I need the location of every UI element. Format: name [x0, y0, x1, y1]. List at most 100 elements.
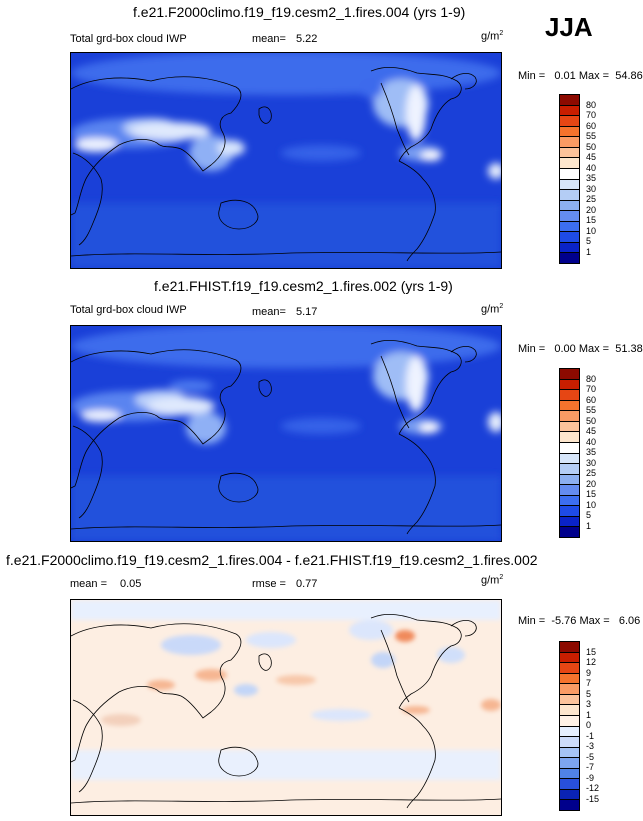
panel2-mean-label: mean= — [252, 306, 286, 318]
colorbar-swatch — [560, 379, 579, 391]
colorbar-swatch — [560, 694, 579, 706]
panel2-mean-value: 5.17 — [296, 306, 318, 318]
panel2-min-max: Min = 0.00 Max = 51.38 — [518, 343, 643, 355]
panel3-units: g/m2 — [481, 574, 504, 587]
colorbar-swatch — [560, 221, 579, 233]
colorbar-tick-label: 5 — [586, 688, 592, 699]
colorbar-swatch — [560, 126, 579, 138]
colorbar-tick-label: 12 — [586, 657, 597, 667]
colorbar-tick-label: 20 — [586, 204, 597, 215]
colorbar-swatch — [560, 673, 579, 685]
colorbar-tick-label: 50 — [586, 141, 597, 152]
colorbar-tick-label: 25 — [586, 194, 597, 204]
colorbar-swatch — [560, 421, 579, 433]
panel1-mean-label: mean= — [252, 33, 286, 45]
colorbar-swatch — [560, 652, 579, 664]
colorbar-swatch — [560, 400, 579, 412]
colorbar-swatch — [560, 432, 579, 443]
colorbar-tick-label: 35 — [586, 173, 597, 183]
panel3-mean-value: 0.05 — [120, 578, 142, 590]
colorbar-swatch — [560, 137, 579, 148]
colorbar-tick-label: 60 — [586, 394, 597, 405]
colorbar-swatch — [560, 242, 579, 254]
colorbar-tick-label: -15 — [586, 793, 600, 804]
colorbar-tick-label: 70 — [586, 110, 597, 120]
colorbar-tick-label: -12 — [586, 783, 600, 793]
panel2-title: f.e21.FHIST.f19_f19.cesm2_1.fires.002 (y… — [154, 278, 453, 294]
panel1-coastlines — [71, 67, 501, 262]
colorbar-tick-label: 1 — [586, 709, 592, 720]
colorbar-swatch — [560, 800, 579, 810]
colorbar-swatch — [560, 726, 579, 738]
colorbar-swatch — [560, 442, 579, 454]
colorbar-tick-label: 7 — [586, 678, 592, 688]
panel1-colorbar — [559, 94, 580, 264]
panel3-title: f.e21.F2000climo.f19_f19.cesm2_1.fires.0… — [6, 552, 538, 568]
colorbar-tick-label: 45 — [586, 152, 597, 162]
colorbar-swatch — [560, 485, 579, 496]
colorbar-tick-label: 25 — [586, 468, 597, 478]
colorbar-tick-label: 60 — [586, 120, 597, 131]
panel1-mean-value: 5.22 — [296, 33, 318, 45]
colorbar-swatch — [560, 495, 579, 507]
colorbar-tick-label: 5 — [586, 510, 592, 520]
colorbar-swatch — [560, 253, 579, 263]
colorbar-swatch — [560, 211, 579, 222]
colorbar-swatch — [560, 779, 579, 790]
panel2-coastlines — [71, 340, 501, 535]
panel3-colorbar — [559, 641, 580, 811]
colorbar-tick-label: 1 — [586, 246, 592, 257]
colorbar-tick-label: 35 — [586, 447, 597, 457]
colorbar-swatch — [560, 232, 579, 243]
colorbar-swatch — [560, 179, 579, 191]
colorbar-tick-label: 15 — [586, 489, 597, 499]
colorbar-tick-label: 0 — [586, 720, 592, 730]
colorbar-swatch — [560, 747, 579, 759]
colorbar-swatch — [560, 516, 579, 528]
colorbar-swatch — [560, 105, 579, 117]
colorbar-tick-label: -1 — [586, 730, 595, 741]
colorbar-swatch — [560, 506, 579, 517]
colorbar-swatch — [560, 464, 579, 475]
panel2-variable-label: Total grd-box cloud IWP — [70, 304, 187, 316]
colorbar-tick-label: 9 — [586, 667, 592, 678]
colorbar-tick-label: 1 — [586, 520, 592, 531]
panel1-map — [70, 52, 502, 269]
colorbar-swatch — [560, 768, 579, 780]
colorbar-tick-label: -9 — [586, 772, 595, 783]
colorbar-swatch — [560, 411, 579, 422]
colorbar-tick-label: 70 — [586, 384, 597, 394]
colorbar-tick-label: -7 — [586, 762, 595, 772]
colorbar-swatch — [560, 369, 579, 380]
colorbar-tick-label: 10 — [586, 499, 597, 510]
colorbar-tick-label: 5 — [586, 236, 592, 246]
colorbar-swatch — [560, 715, 579, 727]
colorbar-tick-label: 15 — [586, 646, 597, 657]
colorbar-swatch — [560, 95, 579, 106]
colorbar-tick-label: 40 — [586, 436, 597, 447]
colorbar-tick-label: -3 — [586, 741, 595, 751]
colorbar-swatch — [560, 158, 579, 169]
colorbar-swatch — [560, 200, 579, 212]
panel3-rmse-value: 0.77 — [296, 578, 318, 590]
colorbar-swatch — [560, 474, 579, 486]
panel1-title: f.e21.F2000climo.f19_f19.cesm2_1.fires.0… — [133, 4, 466, 20]
colorbar-tick-label: 50 — [586, 415, 597, 426]
panel3-mean-label: mean = — [70, 578, 107, 590]
colorbar-swatch — [560, 453, 579, 465]
colorbar-tick-label: 3 — [586, 699, 592, 709]
panel3-map — [70, 599, 502, 816]
panel2-units: g/m2 — [481, 303, 504, 316]
colorbar-swatch — [560, 705, 579, 716]
season-label: JJA — [545, 12, 593, 42]
colorbar-tick-label: 40 — [586, 162, 597, 173]
panel3-rmse-label: rmse = — [252, 578, 286, 590]
panel1-variable-label: Total grd-box cloud IWP — [70, 33, 187, 45]
colorbar-tick-label: 30 — [586, 183, 597, 194]
colorbar-swatch — [560, 663, 579, 674]
colorbar-swatch — [560, 684, 579, 695]
colorbar-tick-label: 55 — [586, 405, 597, 415]
panel3-coastlines — [71, 614, 501, 809]
panel3-min-max: Min = -5.76 Max = 6.06 — [518, 615, 641, 627]
colorbar-tick-label: 45 — [586, 426, 597, 436]
